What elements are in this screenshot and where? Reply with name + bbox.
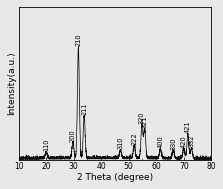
Text: 310: 310: [118, 137, 124, 149]
Text: 110: 110: [43, 139, 49, 151]
Text: 200: 200: [70, 129, 76, 142]
Text: 210: 210: [75, 33, 81, 46]
Text: 421: 421: [185, 120, 191, 133]
Text: 420: 420: [181, 135, 187, 148]
Text: 320: 320: [139, 111, 145, 124]
Text: 321: 321: [142, 116, 148, 128]
Y-axis label: Intensity(a.u.): Intensity(a.u.): [7, 52, 16, 115]
Text: 222: 222: [131, 132, 137, 145]
Text: 330: 330: [170, 137, 176, 150]
X-axis label: 2 Theta (degree): 2 Theta (degree): [77, 173, 153, 182]
Text: 332: 332: [188, 135, 194, 147]
Text: 211: 211: [81, 102, 87, 115]
Text: 400: 400: [157, 136, 163, 148]
